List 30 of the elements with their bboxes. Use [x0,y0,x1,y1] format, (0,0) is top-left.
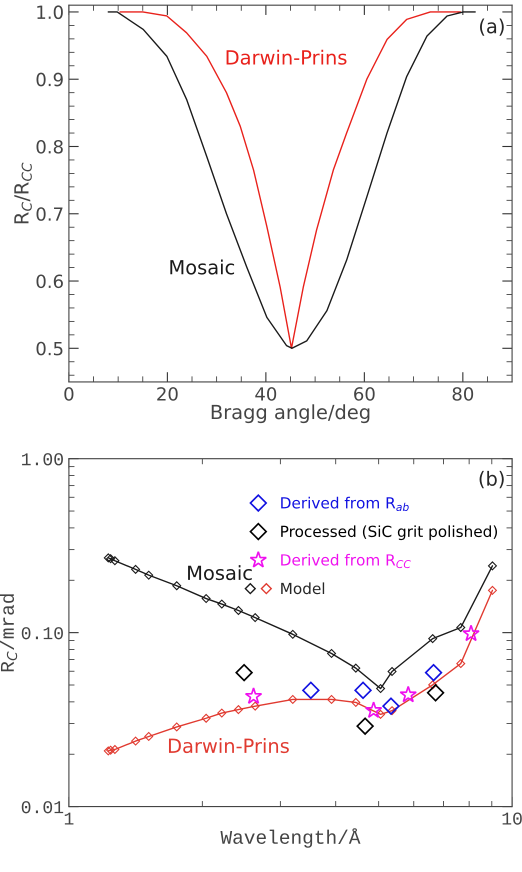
x-axis-title: Bragg angle/deg [212,404,370,424]
y-tick-label: 0.5 [36,342,62,356]
series-label: Darwin-Prins [226,50,346,65]
x-tick-label: 1 [64,812,74,825]
x-tick-label: 0 [64,387,74,401]
y-tick-label: 0.10 [22,627,63,640]
series-label: Mosaic [188,565,252,580]
y-tick-label: 0.8 [36,140,63,154]
legend-label: Derived from R$_{CC}$ [281,554,411,568]
y-tick-label: 0.01 [22,801,64,814]
x-tick-label: 40 [255,387,276,401]
y-axis-title: R$_{C}$/mrad [0,594,18,672]
y-tick-label: 0.6 [36,274,63,288]
x-tick-label: 20 [157,387,178,401]
y-axis-title: R$_{C}$/R$_{CC}$ [14,162,32,224]
y-tick-label: 1.00 [22,453,63,466]
y-tick-label: 0.9 [36,72,63,86]
series-label: Mosaic [170,260,234,275]
annotation: (a) [480,18,504,36]
legend-label: Processed (SiC grit polished) [281,525,498,540]
x-tick-label: 60 [354,387,375,401]
series-label: Darwin-Prins [168,738,289,754]
y-tick-label: 1.0 [37,5,63,20]
y-tick-label: 0.7 [36,207,62,221]
x-tick-label: 10 [502,812,522,825]
annotation: Model [281,582,324,594]
annotation: (b) [480,470,504,488]
x-tick-label: 80 [452,387,474,401]
x-axis-title: Wavelength/Å [220,828,360,848]
legend-label: Derived from R$_{ab}$ [281,496,409,512]
